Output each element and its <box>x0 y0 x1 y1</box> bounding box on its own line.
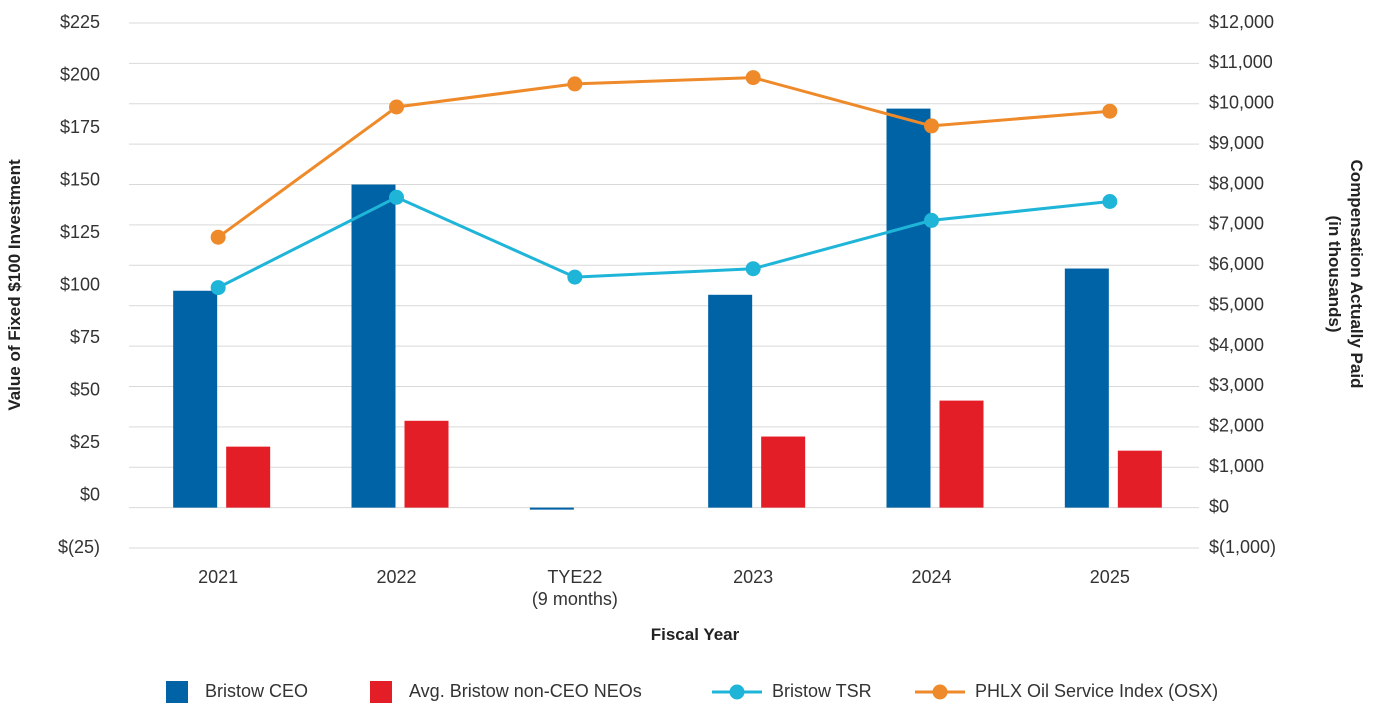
bar <box>529 507 574 510</box>
legend-swatch <box>370 681 392 703</box>
y-tick-label: $0 <box>80 484 100 504</box>
y2-tick-label: $0 <box>1209 496 1229 516</box>
y-tick-label: $25 <box>70 432 100 452</box>
y-tick-label: $50 <box>70 379 100 399</box>
line <box>217 195 1110 289</box>
line <box>217 76 1110 239</box>
legend-swatch <box>166 681 188 703</box>
y-tick-label: $(25) <box>58 537 100 557</box>
y2-tick-label: $9,000 <box>1209 133 1264 153</box>
y2-axis-title: Compensation Actually Paid (in thousands… <box>1325 159 1366 389</box>
point <box>924 212 939 228</box>
x-axis-title: Fiscal Year <box>650 625 740 644</box>
bar <box>886 108 931 508</box>
y2-tick-label: $2,000 <box>1209 416 1264 436</box>
legend-label: Avg. Bristow non-CEO NEOs <box>409 681 642 701</box>
point <box>567 269 583 285</box>
point <box>745 261 761 277</box>
point <box>389 99 404 115</box>
y-axis-title: Value of Fixed $100 Investment <box>5 159 24 411</box>
x-tick-label: 2025 <box>1089 567 1130 587</box>
legend-label: Bristow CEO <box>205 681 308 701</box>
y2-tick-label: $10,000 <box>1209 93 1274 113</box>
x-tick-label: 2024 <box>911 567 952 587</box>
point <box>924 118 939 134</box>
y-tick-label: $175 <box>60 117 100 137</box>
x-tick-label: TYE22 (9 months) <box>531 567 618 609</box>
y-tick-label: $200 <box>60 64 100 84</box>
legend-swatch <box>932 684 948 700</box>
x-tick-label: 2022 <box>376 567 417 587</box>
bar <box>226 446 271 508</box>
y2-tick-label: $6,000 <box>1209 254 1264 274</box>
y-tick-label: $150 <box>60 169 100 189</box>
point <box>1102 103 1118 119</box>
y2-tick-label: $8,000 <box>1209 173 1264 193</box>
point <box>210 280 226 296</box>
legend-swatch <box>729 684 745 700</box>
bar <box>351 184 396 508</box>
bar <box>404 420 449 508</box>
y2-tick-label: $4,000 <box>1209 335 1264 355</box>
legend-label: Bristow TSR <box>772 681 872 701</box>
y2-tick-label: $5,000 <box>1209 294 1264 314</box>
x-tick-label: 2023 <box>733 567 774 587</box>
legend-label: PHLX Oil Service Index (OSX) <box>975 681 1218 701</box>
point <box>745 70 761 86</box>
point <box>389 189 404 205</box>
y2-tick-label: $3,000 <box>1209 375 1264 395</box>
bar <box>1117 450 1162 508</box>
bar <box>1064 268 1109 508</box>
y2-tick-label: $1,000 <box>1209 456 1264 476</box>
point <box>210 229 226 245</box>
y2-tick-label: $(1,000) <box>1209 537 1276 557</box>
y-tick-label: $125 <box>60 222 100 242</box>
y-tick-label: $225 <box>60 12 100 32</box>
bar <box>173 290 218 508</box>
y-tick-label: $100 <box>60 274 100 294</box>
y2-tick-label: $7,000 <box>1209 214 1264 234</box>
x-tick-label: 2021 <box>198 567 239 587</box>
bar <box>939 400 984 508</box>
y2-tick-label: $11,000 <box>1209 52 1273 72</box>
bar <box>708 294 753 508</box>
bar <box>761 436 806 508</box>
point <box>1102 194 1118 209</box>
y2-tick-label: $12,000 <box>1209 12 1274 32</box>
y-tick-label: $75 <box>70 327 100 347</box>
point <box>567 76 583 92</box>
